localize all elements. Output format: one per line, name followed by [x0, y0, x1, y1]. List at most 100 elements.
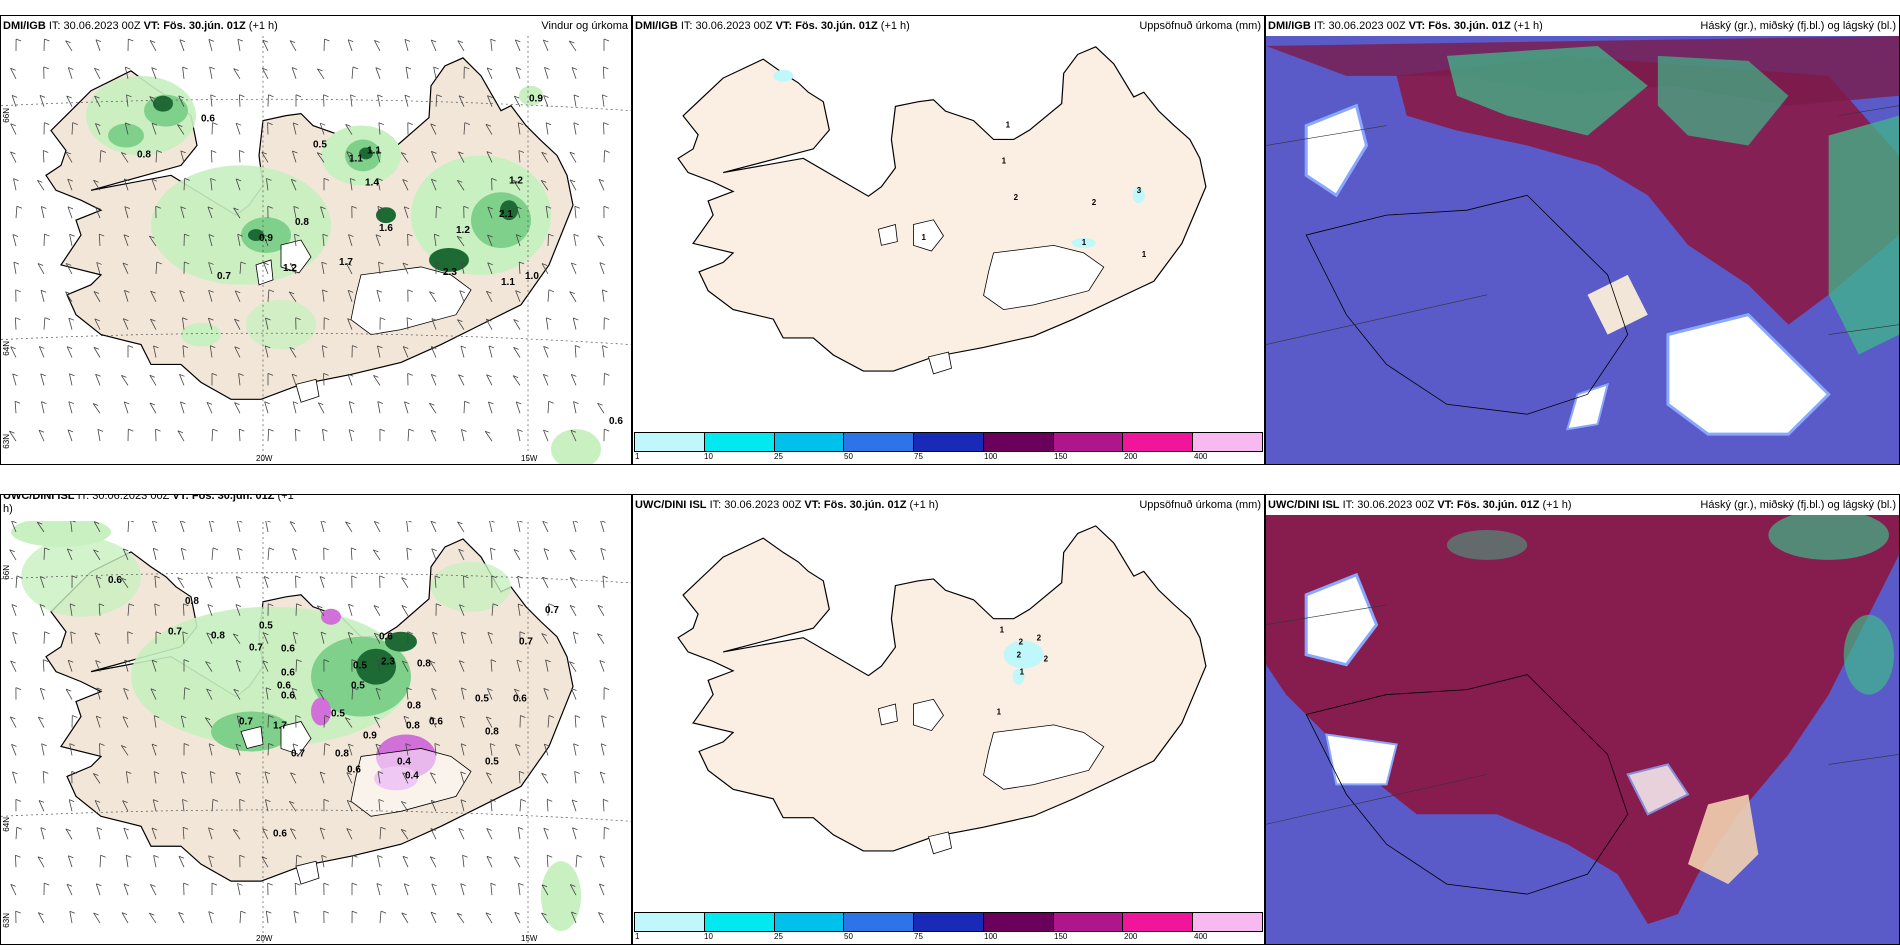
- wind-barb-flag: [292, 631, 299, 635]
- wind-barb: [235, 604, 241, 616]
- wind-barb: [262, 68, 269, 79]
- wind-barb-flag: [407, 233, 413, 237]
- wind-barb: [263, 234, 269, 247]
- wind-barb: [512, 180, 521, 191]
- wind-barb-flag: [324, 317, 330, 321]
- wind-barb: [210, 178, 213, 191]
- wind-barb: [402, 346, 409, 358]
- wind-barb-flag: [345, 717, 351, 720]
- wind-barb-flag: [71, 575, 78, 579]
- init-time: IT: 30.06.2023 00Z: [1342, 499, 1435, 511]
- precip-value: 0.6: [281, 691, 295, 702]
- wind-barb-flag: [408, 428, 414, 432]
- wind-barb: [238, 150, 241, 163]
- wind-barb-flag: [351, 882, 358, 886]
- wind-barb: [127, 519, 130, 532]
- wind-barb: [236, 520, 241, 533]
- map-area: [1266, 515, 1899, 944]
- lat-label: 66N: [2, 108, 11, 123]
- wind-barb-flag: [262, 39, 268, 43]
- wind-barb-flag: [268, 428, 274, 432]
- wind-barb-flag: [377, 855, 383, 858]
- wind-barb: [547, 715, 550, 728]
- iceland-landmass: [677, 525, 1207, 852]
- valid-time: VT: Fös. 30.jún. 01Z: [143, 20, 246, 32]
- wind-barb-flag: [513, 549, 520, 552]
- wind-barb-flag: [267, 122, 273, 125]
- wind-barb-flag: [543, 39, 549, 43]
- wind-barb: [237, 234, 241, 247]
- wind-barb: [182, 827, 185, 840]
- wind-barb-flag: [348, 743, 354, 747]
- wind-barb-flag: [206, 688, 212, 692]
- wind-barb-flag: [347, 318, 353, 321]
- wind-barb: [458, 660, 465, 672]
- lead-time: (+1 h): [1513, 20, 1543, 32]
- accum-precip-map: 1 1 2 2 3 1 1 1: [677, 46, 1207, 375]
- colorbar-swatch: [1053, 913, 1124, 931]
- wind-barb: [376, 883, 381, 896]
- wind-barb: [93, 521, 101, 533]
- wind-barb-flag: [68, 317, 74, 321]
- wind-barb-flag: [486, 67, 493, 71]
- wind-barb-flag: [541, 772, 547, 776]
- wind-barb-flag: [68, 67, 74, 70]
- wind-barb-flag: [431, 178, 437, 182]
- wind-barb: [573, 234, 577, 247]
- wind-barb-flag: [11, 743, 17, 747]
- lat-label: 63N: [2, 434, 11, 449]
- wind-barb-flag: [292, 150, 298, 154]
- wind-barb: [292, 150, 297, 163]
- wind-barb: [319, 123, 325, 135]
- wind-barb: [599, 771, 605, 784]
- wind-barb: [127, 603, 130, 616]
- wind-barb: [431, 883, 437, 896]
- wind-barb-flag: [293, 206, 299, 209]
- wind-barb-flag: [44, 547, 50, 551]
- wind-barb-flag: [268, 547, 275, 551]
- wind-barb: [155, 150, 158, 163]
- wind-barb-flag: [237, 883, 243, 886]
- wind-barb-flag: [128, 603, 135, 607]
- wind-barb-flag: [181, 771, 187, 775]
- wind-barb: [177, 430, 185, 442]
- wind-barb-flag: [44, 631, 50, 635]
- wind-barb: [541, 633, 549, 644]
- wind-barb-flag: [375, 687, 382, 691]
- wind-barb-flag: [233, 68, 239, 72]
- wind-barb-flag: [351, 910, 358, 914]
- wind-barb: [289, 521, 297, 533]
- wind-barb: [599, 660, 605, 672]
- wind-barb: [99, 150, 102, 163]
- wind-barb: [486, 291, 493, 302]
- wind-barb-flag: [487, 95, 493, 98]
- wind-barb: [235, 178, 241, 191]
- wind-barb: [70, 520, 73, 533]
- wind-barb-flag: [603, 38, 610, 42]
- wind-barb-flag: [545, 659, 551, 663]
- wind-barb-flag: [518, 122, 524, 126]
- wind-barb: [316, 605, 325, 616]
- wind-barb-flag: [346, 151, 352, 155]
- wind-barb-flag: [262, 828, 268, 831]
- wind-barb-flag: [209, 66, 215, 70]
- precip-value: 1.1: [367, 145, 381, 156]
- wind-barb-flag: [234, 402, 240, 405]
- wind-barb-flag: [121, 745, 127, 748]
- wind-barb: [10, 346, 17, 358]
- wind-barb-flag: [604, 826, 610, 830]
- wind-barb-flag: [575, 345, 581, 348]
- panel-header: DMI/IGB IT: 30.06.2023 00Z VT: Fös. 30.j…: [1, 16, 631, 36]
- wind-barb-flag: [261, 151, 267, 155]
- wind-barb-flag: [407, 289, 413, 293]
- wind-barb-flag: [13, 261, 20, 265]
- wind-barb-flag: [434, 233, 440, 237]
- wind-barb: [573, 743, 577, 756]
- wind-barb-flag: [265, 687, 272, 691]
- wind-barb: [515, 67, 521, 79]
- wind-barb: [430, 430, 437, 442]
- wind-barb: [183, 687, 186, 700]
- wind-barb: [40, 827, 45, 840]
- wind-barb: [11, 95, 17, 107]
- wind-barb: [515, 234, 521, 247]
